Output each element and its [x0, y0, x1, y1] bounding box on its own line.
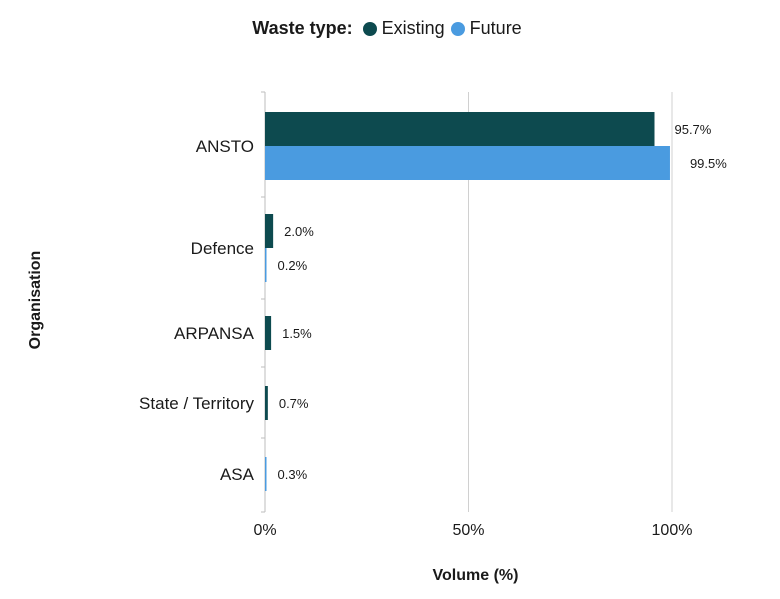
data-label-future-defence: 0.2%	[278, 258, 308, 273]
data-label-existing-ansto: 95.7%	[674, 122, 711, 137]
legend-swatch-existing	[362, 21, 377, 36]
y-tick-label-arpansa: ARPANSA	[174, 324, 255, 343]
y-tick-label-ansto: ANSTO	[196, 137, 254, 156]
data-label-existing-state-territory: 0.7%	[279, 396, 309, 411]
y-tick-label-state-territory: State / Territory	[139, 394, 254, 413]
bar-future-ansto	[265, 146, 670, 180]
data-label-future-asa: 0.3%	[278, 467, 308, 482]
bar-future-defence	[265, 248, 267, 282]
bar-existing-ansto	[265, 112, 655, 146]
legend-swatch-future	[450, 21, 465, 36]
y-axis-title: Organisation	[27, 251, 44, 350]
bar-existing-defence	[265, 214, 274, 248]
x-axis-title: Volume (%)	[433, 567, 519, 584]
bar-future-asa	[265, 457, 267, 491]
legend-item-existing: Existing	[362, 18, 445, 39]
x-tick-label-0: 0%	[253, 522, 276, 539]
legend-item-future: Future	[450, 18, 522, 39]
data-label-existing-defence: 2.0%	[284, 224, 314, 239]
x-tick-label-100: 100%	[652, 522, 693, 539]
legend-label-existing: Existing	[381, 18, 445, 38]
data-label-future-ansto: 99.5%	[690, 156, 727, 171]
data-label-existing-arpansa: 1.5%	[282, 326, 312, 341]
bar-existing-state-territory	[265, 386, 268, 420]
x-tick-label-50: 50%	[452, 522, 484, 539]
y-tick-label-defence: Defence	[191, 239, 254, 258]
y-tick-label-asa: ASA	[220, 465, 255, 484]
legend: Waste type: Existing Future	[0, 18, 780, 39]
bar-existing-arpansa	[265, 316, 272, 350]
legend-title: Waste type:	[252, 18, 353, 38]
legend-label-future: Future	[469, 18, 522, 38]
